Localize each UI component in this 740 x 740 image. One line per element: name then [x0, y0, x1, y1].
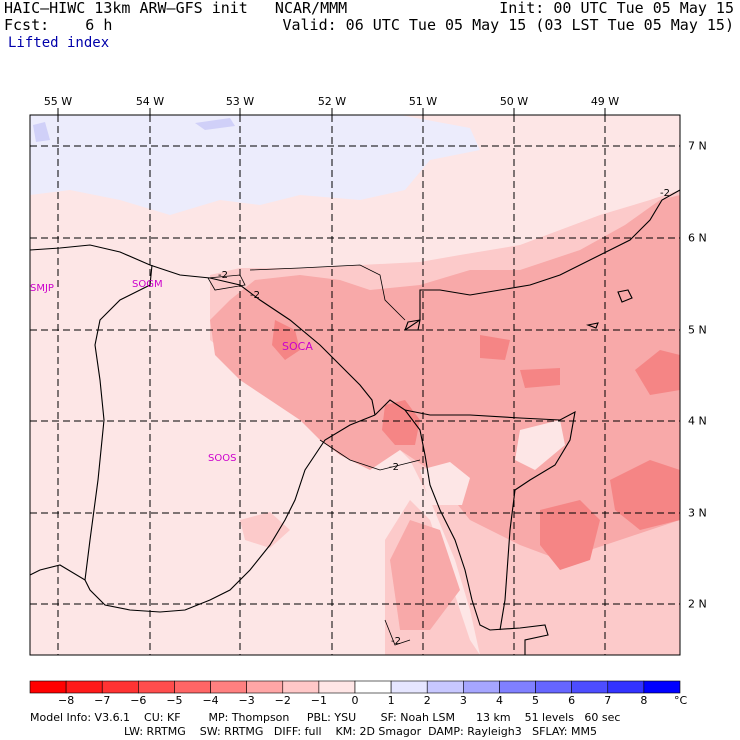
lat-label: 7 N — [688, 139, 707, 153]
colorbar-tick-label: 5 — [532, 694, 540, 707]
station-label: SOCA — [282, 340, 313, 353]
lat-label: 5 N — [688, 323, 707, 337]
lat-label: 3 N — [688, 506, 707, 520]
li-band-minus1 — [515, 420, 565, 470]
li-band-minus4 — [480, 335, 510, 360]
colorbar-swatch — [607, 680, 645, 694]
colorbar-tick-label: −6 — [130, 694, 147, 707]
lon-label: 51 W — [408, 95, 438, 108]
colorbar-tick-label: −1 — [310, 694, 327, 707]
colorbar-swatch — [210, 680, 247, 694]
li-band-minus3 — [210, 195, 680, 560]
lat-label: 4 N — [688, 414, 707, 428]
li-contours — [207, 264, 421, 646]
contour-label: -2 — [660, 188, 670, 199]
lon-ticks — [57, 108, 606, 115]
station-label: SMJP — [30, 283, 54, 294]
li-band-minus4 — [635, 350, 680, 395]
positive-li-region — [30, 115, 480, 215]
colorbar-tick-label: 0 — [351, 694, 359, 707]
colorbar-swatch — [643, 680, 681, 694]
contour-label: -2 — [250, 290, 260, 301]
colorbar-tick-label: −5 — [166, 694, 183, 707]
colorbar-tick-label: 8 — [640, 694, 648, 707]
li-band-minus1 — [420, 462, 470, 505]
colorbar-swatch — [138, 680, 175, 694]
colorbar-swatch — [390, 680, 428, 694]
lat-label: 6 N — [688, 231, 707, 245]
colorbar-tick-label: 4 — [495, 694, 503, 707]
station-label: SOGM — [132, 279, 163, 290]
contour-label: -2 — [391, 636, 401, 647]
colorbar — [29, 680, 681, 694]
station-label: SOOS — [208, 453, 237, 464]
valid-time: Valid: 06 UTC Tue 05 May 15 (03 LST Tue … — [282, 16, 734, 34]
model-info-line2: LW: RRTMG SW: RRTMG DIFF: full KM: 2D Sm… — [124, 725, 597, 738]
lon-label: 53 W — [225, 95, 255, 108]
lon-label: 50 W — [499, 95, 529, 108]
lon-label: 55 W — [43, 95, 73, 108]
init-time: Init: 00 UTC Tue 05 May 15 — [499, 0, 734, 17]
colorbar-swatch — [282, 680, 320, 694]
lon-label: 49 W — [590, 95, 620, 108]
colorbar-tick-label: 7 — [604, 694, 612, 707]
li-band-minus4 — [540, 500, 600, 570]
coastline-borders — [29, 189, 681, 655]
colorbar-swatch — [174, 680, 211, 694]
colorbar-tick-label: 2 — [423, 694, 431, 707]
colorbar-swatch — [571, 680, 609, 694]
forecast-hour: Fcst: 6 h — [4, 16, 113, 34]
li-band-minus2 — [240, 512, 290, 548]
colorbar-swatch — [499, 680, 536, 694]
colorbar-swatch — [535, 680, 572, 694]
field-name: Lifted index — [8, 35, 110, 51]
colorbar-tick-label: 3 — [459, 694, 467, 707]
colorbar-tick-label: −2 — [274, 694, 291, 707]
li-band-minus3 — [390, 520, 460, 630]
colorbar-swatch — [426, 680, 464, 694]
li-band-minus4 — [520, 368, 560, 388]
colorbar-swatch — [354, 680, 392, 694]
positive-li-cell — [33, 122, 50, 142]
colorbar-tick-label: 6 — [568, 694, 576, 707]
colorbar-unit: °C — [674, 694, 688, 707]
colorbar-swatch — [246, 680, 284, 694]
colorbar-swatch — [463, 680, 500, 694]
lon-label: 52 W — [317, 95, 347, 108]
positive-li-cell — [195, 118, 235, 130]
colorbar-swatch — [65, 680, 103, 694]
colorbar-tick-label: −4 — [202, 694, 219, 707]
colorbar-tick-label: −8 — [58, 694, 75, 707]
model-info-line1: Model Info: V3.6.1 CU: KF MP: Thompson P… — [30, 711, 621, 724]
contour-label: -2 — [389, 462, 399, 473]
latlon-grid — [30, 115, 680, 655]
model-title: HAIC–HIWC 13km ARW–GFS init NCAR/MMM — [4, 0, 348, 17]
map-frame — [29, 114, 681, 656]
colorbar-swatch — [101, 680, 139, 694]
lon-label: 54 W — [135, 95, 165, 108]
lat-label: 2 N — [688, 597, 707, 611]
colorbar-swatch — [29, 680, 67, 694]
colorbar-tick-label: −7 — [94, 694, 111, 707]
colorbar-tick-label: −3 — [238, 694, 255, 707]
colorbar-tick-label: 1 — [387, 694, 395, 707]
contour-label: -2 — [218, 270, 228, 281]
colorbar-swatch — [318, 680, 356, 694]
